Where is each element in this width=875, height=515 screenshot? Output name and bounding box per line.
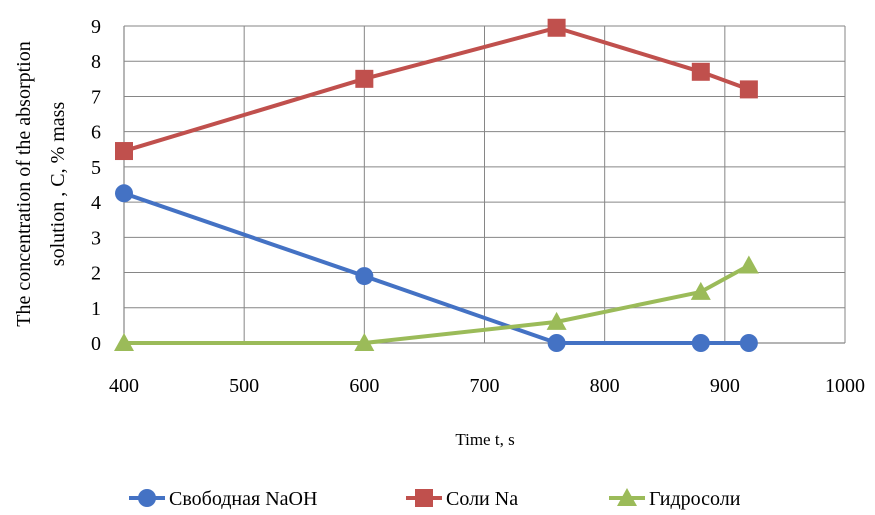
series-line xyxy=(124,263,750,345)
data-point-marker xyxy=(547,334,566,352)
data-point-marker xyxy=(739,80,758,99)
legend-marker xyxy=(138,489,156,507)
x-tick-label: 800 xyxy=(590,375,620,397)
data-point-marker xyxy=(355,69,374,88)
data-point-marker xyxy=(546,311,567,330)
y-tick-label: 0 xyxy=(91,333,101,355)
y-tick-label: 6 xyxy=(91,122,101,144)
data-point-marker xyxy=(355,267,374,286)
legend-label: Соли Na xyxy=(446,488,518,510)
y-tick-label: 4 xyxy=(91,192,101,214)
x-tick-label: 1000 xyxy=(825,375,865,397)
x-tick-label: 900 xyxy=(710,375,740,397)
legend-label: Свободная NaOH xyxy=(169,488,317,510)
legend-item-3: Гидросоли xyxy=(609,488,741,510)
y-axis-title: The concentration of the absorption solu… xyxy=(13,41,69,326)
grid-lines xyxy=(123,25,846,344)
data-point-marker xyxy=(115,142,133,161)
data-point-marker xyxy=(738,255,759,274)
data-point-marker xyxy=(114,333,134,351)
legend-item-2: Соли Na xyxy=(406,488,518,510)
y-tick-label: 3 xyxy=(91,227,101,249)
series-line xyxy=(123,25,750,153)
data-point-marker xyxy=(691,334,710,352)
legend-label: Гидросоли xyxy=(649,488,741,510)
y-tick-label: 9 xyxy=(91,16,101,38)
legend: Свободная NaOH Соли Na Гидросоли xyxy=(129,488,741,510)
x-tick-label: 400 xyxy=(109,375,139,397)
y-axis-title-line-2: solution , C, % mass xyxy=(47,102,69,267)
series-2 xyxy=(115,18,758,161)
series-layer xyxy=(114,18,759,352)
data-point-marker xyxy=(547,18,566,37)
data-point-marker xyxy=(354,333,375,351)
data-point-marker xyxy=(690,281,711,300)
legend-marker xyxy=(617,488,637,506)
x-tick-label: 600 xyxy=(349,375,379,397)
series-3 xyxy=(114,255,759,351)
data-point-marker xyxy=(739,334,758,352)
x-tick-label: 500 xyxy=(229,375,259,397)
y-tick-label: 1 xyxy=(91,298,101,320)
series-line xyxy=(123,191,749,345)
y-tick-label: 8 xyxy=(91,51,101,73)
y-tick-label: 2 xyxy=(91,263,101,285)
legend-marker xyxy=(415,489,433,507)
y-tick-label: 7 xyxy=(91,86,101,108)
data-point-marker xyxy=(115,184,133,203)
x-axis-title: Time t, s xyxy=(455,430,514,449)
data-point-marker xyxy=(691,62,710,81)
legend-item-1: Свободная NaOH xyxy=(129,488,317,510)
series-1 xyxy=(115,184,758,352)
tick-labels: 0 1 2 3 4 5 6 7 8 9 400 500 600 700 800 900 1000 xyxy=(91,16,865,397)
y-axis-title-line-1: The concentration of the absorption xyxy=(13,41,35,326)
x-tick-label: 700 xyxy=(470,375,500,397)
y-tick-label: 5 xyxy=(91,157,101,179)
